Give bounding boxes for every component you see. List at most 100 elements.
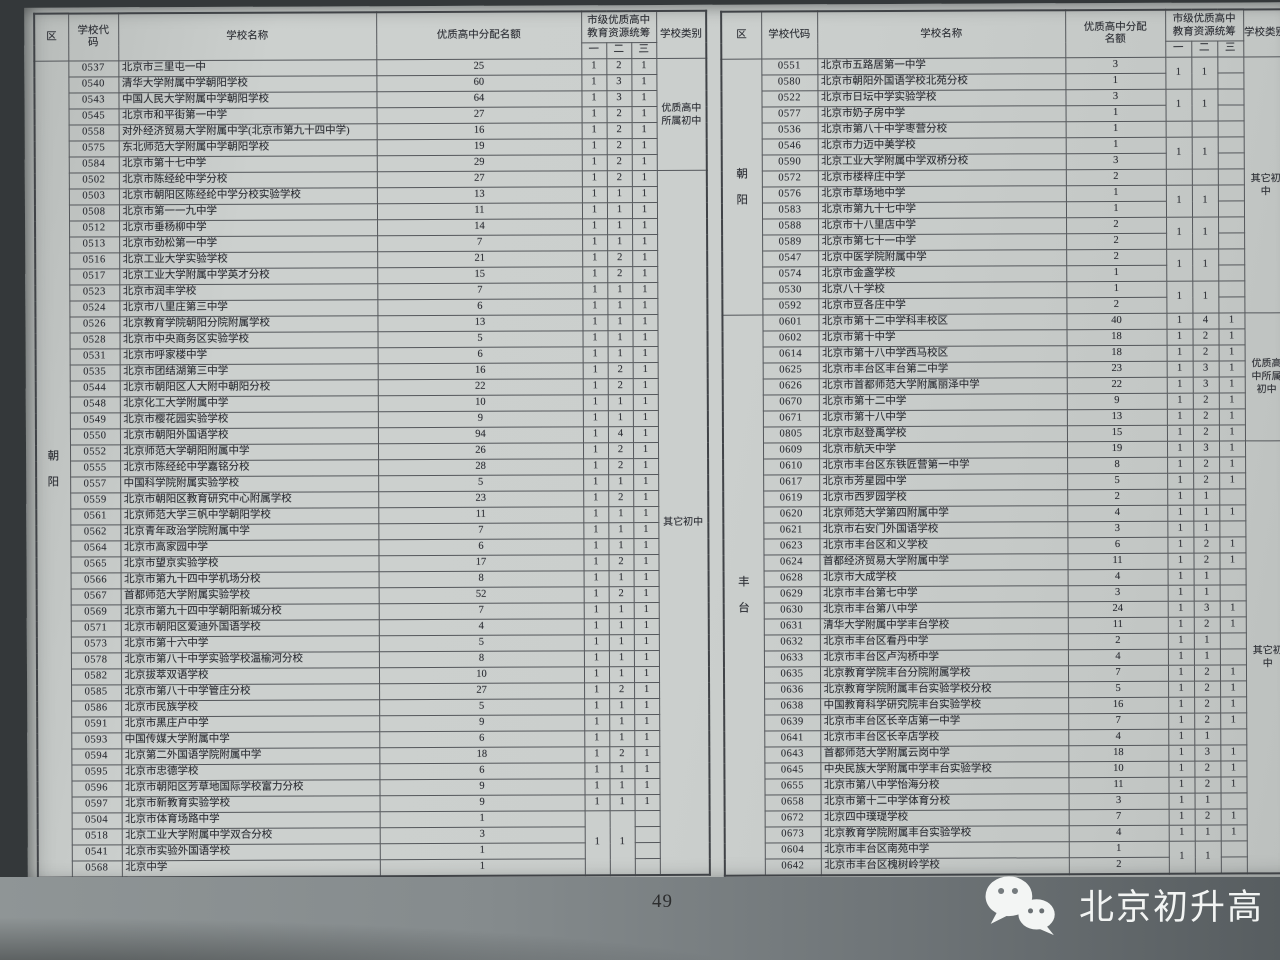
school-code-cell: 0586 bbox=[71, 700, 122, 718]
district-cell: 朝 阳 bbox=[721, 59, 763, 316]
coordination-cell: 1 bbox=[631, 170, 657, 187]
coordination-cell: 1 bbox=[632, 330, 658, 347]
coordination-cell: 1 bbox=[632, 346, 658, 363]
coordination-cell: 1 bbox=[1220, 744, 1247, 762]
quota-cell: 11 bbox=[1067, 617, 1168, 634]
school-name-cell: 北京市丰台区长辛店第一中学 bbox=[820, 713, 1069, 731]
quota-cell: 19 bbox=[376, 138, 582, 156]
coordination-cell: 1 bbox=[1193, 649, 1220, 666]
coordination-cell: 1 bbox=[584, 730, 610, 747]
school-name-cell: 北京市丰台区丰台第二中学 bbox=[818, 361, 1067, 379]
coordination-cell: 1 bbox=[1168, 761, 1195, 778]
school-code-cell: 0636 bbox=[764, 682, 821, 700]
coordination-cell: 3 bbox=[1194, 745, 1221, 762]
quota-cell: 52 bbox=[378, 586, 584, 604]
coordination-cell: 2 bbox=[608, 458, 634, 475]
coordination-cell: 1 bbox=[1167, 585, 1194, 602]
coordination-cell: 1 bbox=[1220, 824, 1247, 842]
school-name-cell: 北京市润丰学校 bbox=[119, 283, 378, 301]
coordination-cell: 1 bbox=[582, 410, 608, 427]
coordination-cell: 1 bbox=[632, 298, 658, 315]
coordination-cell: 1 bbox=[634, 746, 660, 763]
quota-cell: 22 bbox=[1066, 377, 1167, 394]
coordination-cell: 1 bbox=[608, 618, 634, 635]
school-name-cell: 北京市日坛中学实验学校 bbox=[817, 89, 1066, 107]
school-code-cell: 0565 bbox=[70, 556, 121, 574]
school-code-cell: 0595 bbox=[71, 764, 122, 782]
school-code-cell: 0549 bbox=[69, 412, 120, 430]
quota-cell: 8 bbox=[378, 650, 584, 668]
coordination-cell: 1 bbox=[1166, 329, 1193, 346]
quota-cell: 27 bbox=[376, 170, 582, 188]
coordination-cell bbox=[634, 842, 660, 859]
coordination-cell: 1 bbox=[583, 634, 609, 651]
coordination-cell: 2 bbox=[1194, 777, 1221, 794]
table-row: 0504 北京市体育场路中学 1 1 1 bbox=[38, 810, 710, 876]
school-code-cell: 0632 bbox=[763, 634, 820, 652]
school-code-cell: 0580 bbox=[761, 74, 818, 92]
quota-cell: 2 bbox=[1067, 633, 1168, 650]
quota-cell: 27 bbox=[379, 682, 585, 700]
coordination-cell: 1 bbox=[1167, 649, 1194, 666]
coordination-cell: 1 bbox=[1168, 745, 1195, 762]
coordination-cell: 1 bbox=[607, 330, 633, 347]
school-code-cell: 0583 bbox=[761, 202, 819, 220]
school-name-cell: 首都经济贸易大学附属中学 bbox=[819, 553, 1068, 571]
coordination-cell: 1 bbox=[633, 618, 659, 635]
school-name-cell: 北京师范大学第四附属中学 bbox=[819, 505, 1068, 523]
coordination-cell: 2 bbox=[608, 490, 634, 507]
coordination-cell: 1 bbox=[1193, 569, 1220, 586]
coordination-cell: 1 bbox=[582, 442, 609, 459]
school-name-cell: 中国传媒大学附属中学 bbox=[121, 731, 380, 749]
coordination-cell: 1 bbox=[584, 794, 610, 811]
school-name-cell: 北京市第十二中学体育分校 bbox=[820, 793, 1069, 811]
coordination-cell: 1 bbox=[1166, 393, 1193, 410]
school-name-cell: 北京市右安门外国语学校 bbox=[819, 521, 1068, 539]
school-code-cell: 0593 bbox=[71, 732, 122, 750]
coordination-cell: 1 bbox=[581, 106, 607, 123]
school-code-cell: 0592 bbox=[762, 298, 819, 316]
school-name-cell: 北京教育学院附属丰台实验学校 bbox=[820, 825, 1069, 843]
quota-cell: 18 bbox=[379, 746, 585, 764]
coordination-cell: 1 bbox=[632, 266, 658, 283]
coordination-cell: 1 bbox=[583, 506, 609, 523]
coordination-cell: 1 bbox=[609, 794, 635, 811]
table-row: 朝 阳 0551 北京市五路居第一中学 3 1 1 其它初中 bbox=[721, 56, 1280, 316]
coordination-cell: 1 bbox=[609, 778, 635, 795]
school-name-cell: 北京市丰台区南苑中学 bbox=[820, 841, 1069, 859]
school-code-cell: 0642 bbox=[764, 858, 821, 876]
school-code-cell: 0546 bbox=[761, 138, 818, 156]
school-name-cell: 北京化工大学附属中学 bbox=[119, 395, 378, 413]
school-code-cell: 0619 bbox=[763, 490, 820, 508]
table-row: 0546 北京市力迈中美学校 1 1 1 bbox=[722, 136, 1280, 170]
coordination-cell: 1 bbox=[1191, 57, 1218, 90]
quota-cell: 14 bbox=[377, 218, 583, 236]
coordination-cell: 2 bbox=[609, 682, 635, 699]
coordination-cell: 1 bbox=[582, 378, 608, 395]
coordination-cell: 1 bbox=[581, 202, 608, 219]
quota-cell: 23 bbox=[1066, 361, 1167, 378]
coordination-cell: 1 bbox=[581, 186, 607, 203]
school-code-cell: 0578 bbox=[70, 652, 121, 670]
school-name-cell: 北京市实验外国语学校 bbox=[121, 843, 380, 861]
school-code-cell: 0805 bbox=[762, 426, 819, 444]
coordination-cell: 2 bbox=[608, 554, 634, 571]
category-cell: 其它初中 bbox=[1243, 56, 1280, 313]
school-name-cell: 北京市垂杨柳中学 bbox=[119, 219, 378, 237]
coordination-cell: 1 bbox=[1168, 729, 1195, 746]
school-code-cell: 0568 bbox=[71, 860, 122, 878]
quota-cell: 18 bbox=[1066, 345, 1167, 362]
school-code-cell: 0670 bbox=[762, 394, 819, 412]
coordination-cell bbox=[1217, 152, 1244, 170]
coordination-cell: 1 bbox=[1194, 729, 1221, 746]
school-code-cell: 0621 bbox=[763, 522, 820, 540]
quota-cell: 13 bbox=[1066, 409, 1167, 426]
school-name-cell: 北京市朝阳区爱迪外国语学校 bbox=[120, 619, 379, 637]
quota-cell: 11 bbox=[378, 506, 584, 524]
school-code-cell: 0620 bbox=[763, 506, 820, 524]
coordination-cell: 2 bbox=[1194, 697, 1221, 714]
quota-cell: 11 bbox=[1068, 777, 1169, 794]
coordination-cell: 2 bbox=[1193, 553, 1220, 570]
